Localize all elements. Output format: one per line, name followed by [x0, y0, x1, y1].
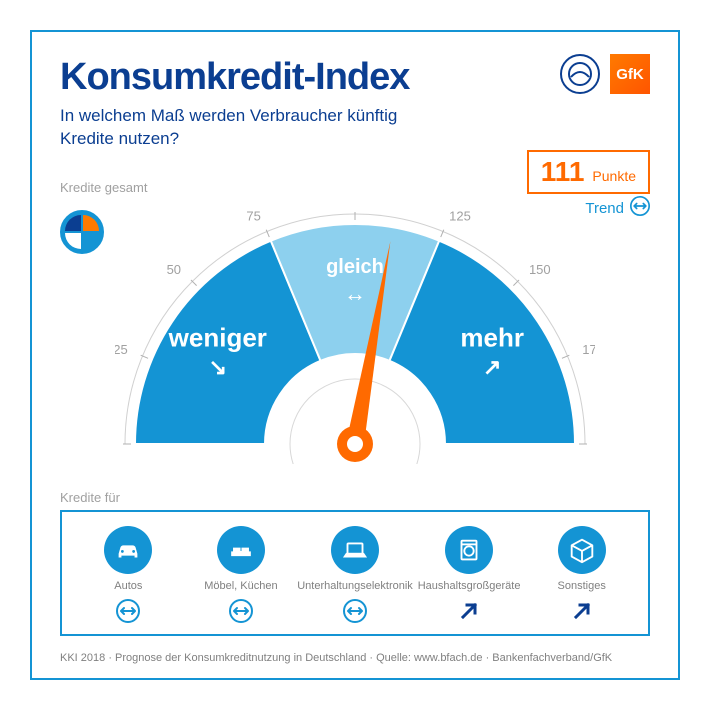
category-label: Sonstiges	[558, 580, 606, 592]
pie-q-br	[83, 233, 99, 249]
points-unit: Punkte	[592, 168, 636, 184]
mini-pie-icon	[60, 210, 104, 254]
category-washer: Haushaltsgroßgeräte	[413, 526, 526, 624]
gauge-svg: 0255075100125150175200weniger↘gleich↔meh…	[115, 204, 595, 464]
subtitle-line1: In welchem Maß werden Verbraucher künfti…	[60, 106, 397, 125]
kredite-gesamt-label: Kredite gesamt	[60, 180, 147, 195]
category-label: Möbel, Küchen	[204, 580, 277, 592]
svg-text:↘: ↘	[209, 354, 227, 379]
infographic-frame: GfK Konsumkredit-Index In welchem Maß we…	[30, 30, 680, 680]
kredite-fuer-label: Kredite für	[60, 490, 120, 505]
category-label: Unterhaltungselektronik	[297, 580, 413, 592]
svg-text:weniger: weniger	[168, 322, 267, 352]
points-value: 111	[541, 156, 585, 188]
category-laptop: Unterhaltungselektronik	[297, 526, 413, 624]
svg-text:50: 50	[167, 262, 181, 277]
svg-text:mehr: mehr	[460, 322, 524, 352]
laptop-icon	[331, 526, 379, 574]
svg-text:gleich: gleich	[326, 256, 384, 278]
category-car: Autos	[72, 526, 185, 624]
category-trend-icon	[569, 598, 595, 624]
pie-q-tr	[83, 215, 99, 231]
category-trend-icon	[342, 598, 368, 624]
svg-text:25: 25	[115, 342, 128, 357]
logo-row: GfK	[560, 54, 650, 94]
categories-box: Autos Möbel, Küchen Unterhaltungselektro…	[60, 510, 650, 636]
category-label: Haushaltsgroßgeräte	[418, 580, 521, 592]
points-box: 111 Punkte	[527, 150, 650, 194]
bfach-logo	[560, 54, 600, 94]
svg-text:↗: ↗	[483, 354, 501, 379]
trend-icon	[630, 196, 650, 220]
category-sofa: Möbel, Küchen	[185, 526, 298, 624]
category-trend-icon	[115, 598, 141, 624]
sofa-icon	[217, 526, 265, 574]
svg-text:125: 125	[449, 209, 471, 224]
trend-indicator: Trend	[585, 196, 650, 220]
subtitle-line2: Kredite nutzen?	[60, 129, 179, 148]
gfk-logo: GfK	[610, 54, 650, 94]
footer-text: KKI 2018 · Prognose der Konsumkreditnutz…	[60, 652, 650, 664]
svg-text:175: 175	[582, 342, 595, 357]
pie-q-tl	[65, 215, 81, 231]
washer-icon	[445, 526, 493, 574]
car-icon	[104, 526, 152, 574]
svg-text:↔: ↔	[344, 281, 366, 306]
box-icon	[558, 526, 606, 574]
category-trend-icon	[228, 598, 254, 624]
category-label: Autos	[114, 580, 142, 592]
svg-text:150: 150	[529, 262, 551, 277]
svg-text:100: 100	[344, 204, 366, 205]
category-trend-icon	[456, 598, 482, 624]
pie-q-bl	[65, 233, 81, 249]
gauge: 0255075100125150175200weniger↘gleich↔meh…	[115, 204, 595, 464]
subtitle: In welchem Maß werden Verbraucher künfti…	[60, 105, 650, 151]
svg-text:75: 75	[246, 209, 260, 224]
category-box: Sonstiges	[525, 526, 638, 624]
